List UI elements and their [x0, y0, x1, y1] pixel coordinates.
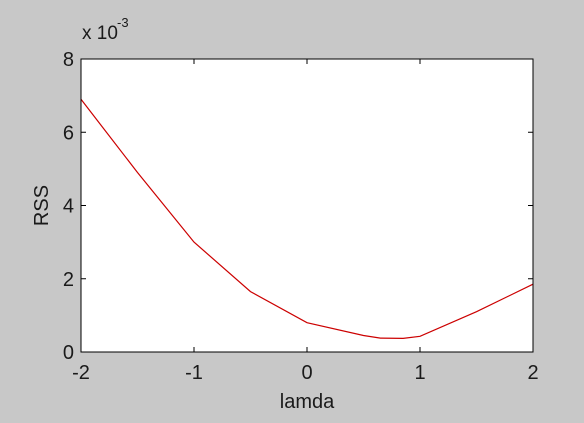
x-tick-label: -2: [72, 362, 90, 384]
y-tick-label: 2: [63, 269, 74, 291]
x-tick-label: 1: [414, 362, 425, 384]
y-tick-label: 4: [63, 196, 74, 218]
series-line: [80, 98, 534, 340]
y-tick-label: 8: [63, 49, 74, 71]
x-tick-label: -1: [185, 362, 203, 384]
ticks-layer: -2 -1 0 1 2 0 2 4 6 8: [63, 49, 539, 384]
series-layer: [80, 98, 534, 340]
y-axis-label: RSS: [31, 185, 53, 226]
plot-area: [81, 59, 533, 352]
y-scale-base: x 10: [82, 23, 118, 44]
x-tick-label: 0: [301, 362, 312, 384]
x-axis-label: lamda: [280, 391, 335, 413]
y-tick-label: 0: [63, 342, 74, 364]
y-tick-label: 6: [63, 122, 74, 144]
x-tick-label: 2: [527, 362, 538, 384]
y-scale-exponent: -3: [117, 15, 129, 30]
